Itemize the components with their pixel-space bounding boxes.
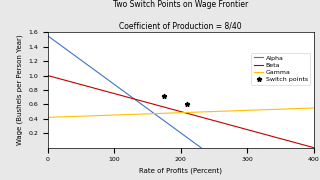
Legend: Alpha, Beta, Gamma, Switch points: Alpha, Beta, Gamma, Switch points [252, 53, 310, 85]
X-axis label: Rate of Profits (Percent): Rate of Profits (Percent) [139, 168, 222, 174]
Title: Two Switch Points on Wage Frontier

Coefficient of Production = 8/40: Two Switch Points on Wage Frontier Coeff… [113, 0, 248, 30]
Y-axis label: Wage (Bushels per Person Year): Wage (Bushels per Person Year) [16, 35, 23, 145]
